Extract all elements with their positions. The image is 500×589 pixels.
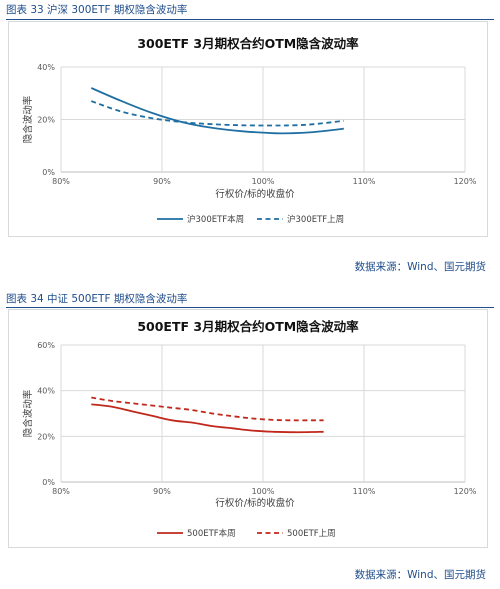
y-axis-label: 隐含波动率 — [22, 95, 34, 143]
figure-caption-34: 图表 34 中证 500ETF 期权隐含波动率 — [6, 293, 188, 305]
y-tick-label: 40% — [37, 387, 55, 396]
y-tick-label: 40% — [37, 63, 55, 72]
chart-title: 500ETF 3月期权合约OTM隐含波动率 — [137, 319, 359, 334]
y-tick-label: 0% — [42, 478, 55, 487]
caption-rule-33 — [6, 19, 494, 20]
x-tick-label: 90% — [153, 177, 171, 186]
x-tick-label: 80% — [52, 487, 70, 496]
x-axis-label: 行权价/标的收盘价 — [215, 188, 295, 200]
legend-label: 沪300ETF上周 — [287, 214, 344, 225]
chart-title: 300ETF 3月期权合约OTM隐含波动率 — [137, 36, 359, 51]
figure-caption-33: 图表 33 沪深 300ETF 期权隐含波动率 — [6, 4, 188, 16]
x-tick-label: 100% — [252, 487, 275, 496]
y-tick-label: 20% — [37, 432, 55, 441]
y-tick-label: 20% — [37, 116, 55, 125]
source-note-33: 数据来源：Wind、国元期货 — [354, 261, 486, 273]
series-line-this-week — [90, 87, 344, 135]
chart-500etf: 500ETF 3月期权合约OTM隐含波动率 0% 20% 40% 60% 80% 90% 10… — [22, 319, 477, 539]
x-tick-label: 120% — [454, 177, 477, 186]
y-tick-label: 0% — [42, 168, 55, 177]
x-tick-label: 100% — [252, 177, 275, 186]
chart-300etf: 300ETF 3月期权合约OTM隐含波动率 0% 20% 40% 80% 90% 100% 1… — [22, 36, 477, 225]
legend-label: 500ETF上周 — [287, 529, 336, 539]
chart-frame-500etf: 500ETF 3月期权合约OTM隐含波动率 0% 20% 40% 60% 80% 90% 10… — [8, 309, 488, 548]
chart-frame-300etf: 300ETF 3月期权合约OTM隐含波动率 0% 20% 40% 80% 90% 100% 1… — [8, 21, 488, 237]
x-tick-label: 110% — [353, 487, 376, 496]
x-axis-label: 行权价/标的收盘价 — [215, 497, 295, 509]
legend-label: 沪300ETF本周 — [187, 214, 244, 225]
caption-rule-34 — [6, 307, 494, 308]
source-note-34: 数据来源：Wind、国元期货 — [354, 569, 486, 581]
series-line-last-week — [91, 396, 324, 422]
x-tick-label: 90% — [153, 487, 171, 496]
x-tick-label: 120% — [454, 487, 477, 496]
x-tick-label: 80% — [52, 177, 70, 186]
y-axis-label: 隐含波动率 — [22, 389, 34, 437]
series-line-this-week — [91, 403, 324, 434]
y-tick-label: 60% — [37, 341, 55, 350]
x-tick-label: 110% — [353, 177, 376, 186]
series-line-last-week — [90, 100, 344, 127]
legend-label: 500ETF本周 — [187, 528, 236, 539]
